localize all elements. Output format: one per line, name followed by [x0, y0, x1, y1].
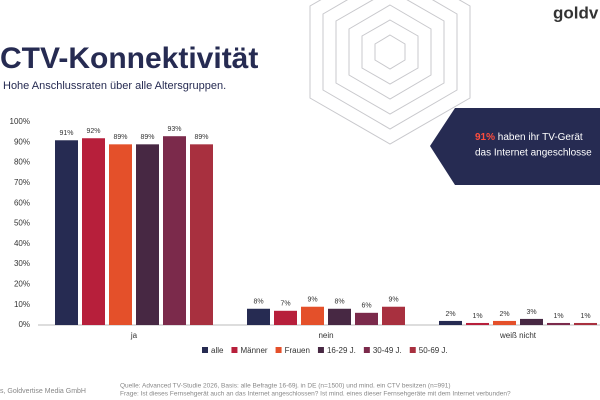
- y-tick-label: 80%: [14, 158, 30, 167]
- callout-line: haben ihr TV-Gerät: [495, 132, 583, 143]
- bar: [547, 322, 570, 325]
- bar: [382, 306, 405, 325]
- legend-swatch: [275, 347, 282, 353]
- value-label: 9%: [388, 297, 398, 304]
- y-tick-label: 40%: [14, 239, 30, 248]
- value-label: 2%: [445, 311, 455, 318]
- bar: [136, 144, 159, 325]
- footer-question: Frage: Ist dieses Fernsehgerät auch an d…: [120, 391, 511, 398]
- value-label: 89%: [140, 134, 154, 141]
- bar: [328, 308, 351, 325]
- bar: [190, 144, 213, 325]
- legend-label: 30-49 J.: [373, 346, 402, 355]
- legend-swatch: [202, 347, 208, 353]
- legend-swatch: [231, 347, 238, 353]
- y-tick-label: 20%: [14, 280, 30, 289]
- legend-swatch: [317, 347, 324, 353]
- legend-label: 50-69 J.: [419, 346, 448, 355]
- bar: [301, 306, 324, 325]
- value-label: 89%: [113, 134, 127, 141]
- y-tick-label: 50%: [14, 219, 30, 228]
- bar: [82, 138, 105, 325]
- bar: [55, 140, 78, 325]
- y-tick-label: 90%: [14, 137, 30, 146]
- value-label: 1%: [553, 313, 563, 320]
- y-tick-label: 0%: [18, 320, 30, 329]
- value-label: 2%: [499, 311, 509, 318]
- bar: [466, 322, 489, 325]
- legend-label: Frauen: [285, 346, 310, 355]
- value-label: 1%: [580, 313, 590, 320]
- footer-source: Quelle: Advanced TV-Studie 2026, Basis: …: [120, 383, 451, 390]
- chart: 0% 10% 20% 30% 40% 50% 60% 70% 80% 90% 100% ja 91% 92…: [10, 117, 600, 355]
- callout-line: das Internet angeschlosse: [475, 148, 592, 159]
- y-tick-label: 60%: [14, 198, 30, 207]
- x-tick-label: ja: [130, 331, 138, 340]
- value-label: 91%: [59, 130, 73, 137]
- logo: goldv: [553, 3, 599, 22]
- value-label: 93%: [167, 126, 181, 133]
- legend-label: Männer: [240, 346, 267, 355]
- bar: [163, 136, 186, 325]
- value-label: 7%: [280, 301, 290, 308]
- legend-swatch: [409, 347, 416, 353]
- legend-label: 16-29 J.: [327, 346, 356, 355]
- bar: [520, 318, 543, 325]
- value-label: 6%: [361, 303, 371, 310]
- value-label: 3%: [526, 309, 536, 316]
- bar: [439, 320, 462, 325]
- bar: [574, 322, 597, 325]
- x-tick-label: weiß nicht: [499, 331, 537, 340]
- bar: [247, 308, 270, 325]
- y-tick-label: 10%: [14, 300, 30, 309]
- bar: [493, 320, 516, 325]
- title: CTV-Konnektivität: [0, 42, 258, 75]
- callout-highlight: 91%: [475, 132, 495, 143]
- legend-label: alle: [211, 346, 224, 355]
- value-label: 1%: [472, 313, 482, 320]
- value-label: 92%: [86, 128, 100, 135]
- bar: [274, 310, 297, 325]
- y-tick-label: 70%: [14, 178, 30, 187]
- bar: [355, 312, 378, 325]
- footer-left: s, Goldvertise Media GmbH: [0, 388, 86, 395]
- callout-text: 91% haben ihr TV-Gerät: [475, 132, 583, 143]
- hexagon-decoration: [309, 0, 471, 145]
- legend-swatch: [363, 347, 370, 353]
- value-label: 9%: [307, 297, 317, 304]
- value-label: 8%: [334, 299, 344, 306]
- bar: [109, 144, 132, 325]
- value-label: 89%: [194, 134, 208, 141]
- subtitle: Hohe Anschlussraten über alle Altersgrup…: [3, 80, 226, 92]
- x-tick-label: nein: [318, 331, 333, 340]
- value-label: 8%: [253, 299, 263, 306]
- y-tick-label: 30%: [14, 259, 30, 268]
- callout-box: [430, 108, 600, 185]
- y-tick-label: 100%: [10, 117, 30, 126]
